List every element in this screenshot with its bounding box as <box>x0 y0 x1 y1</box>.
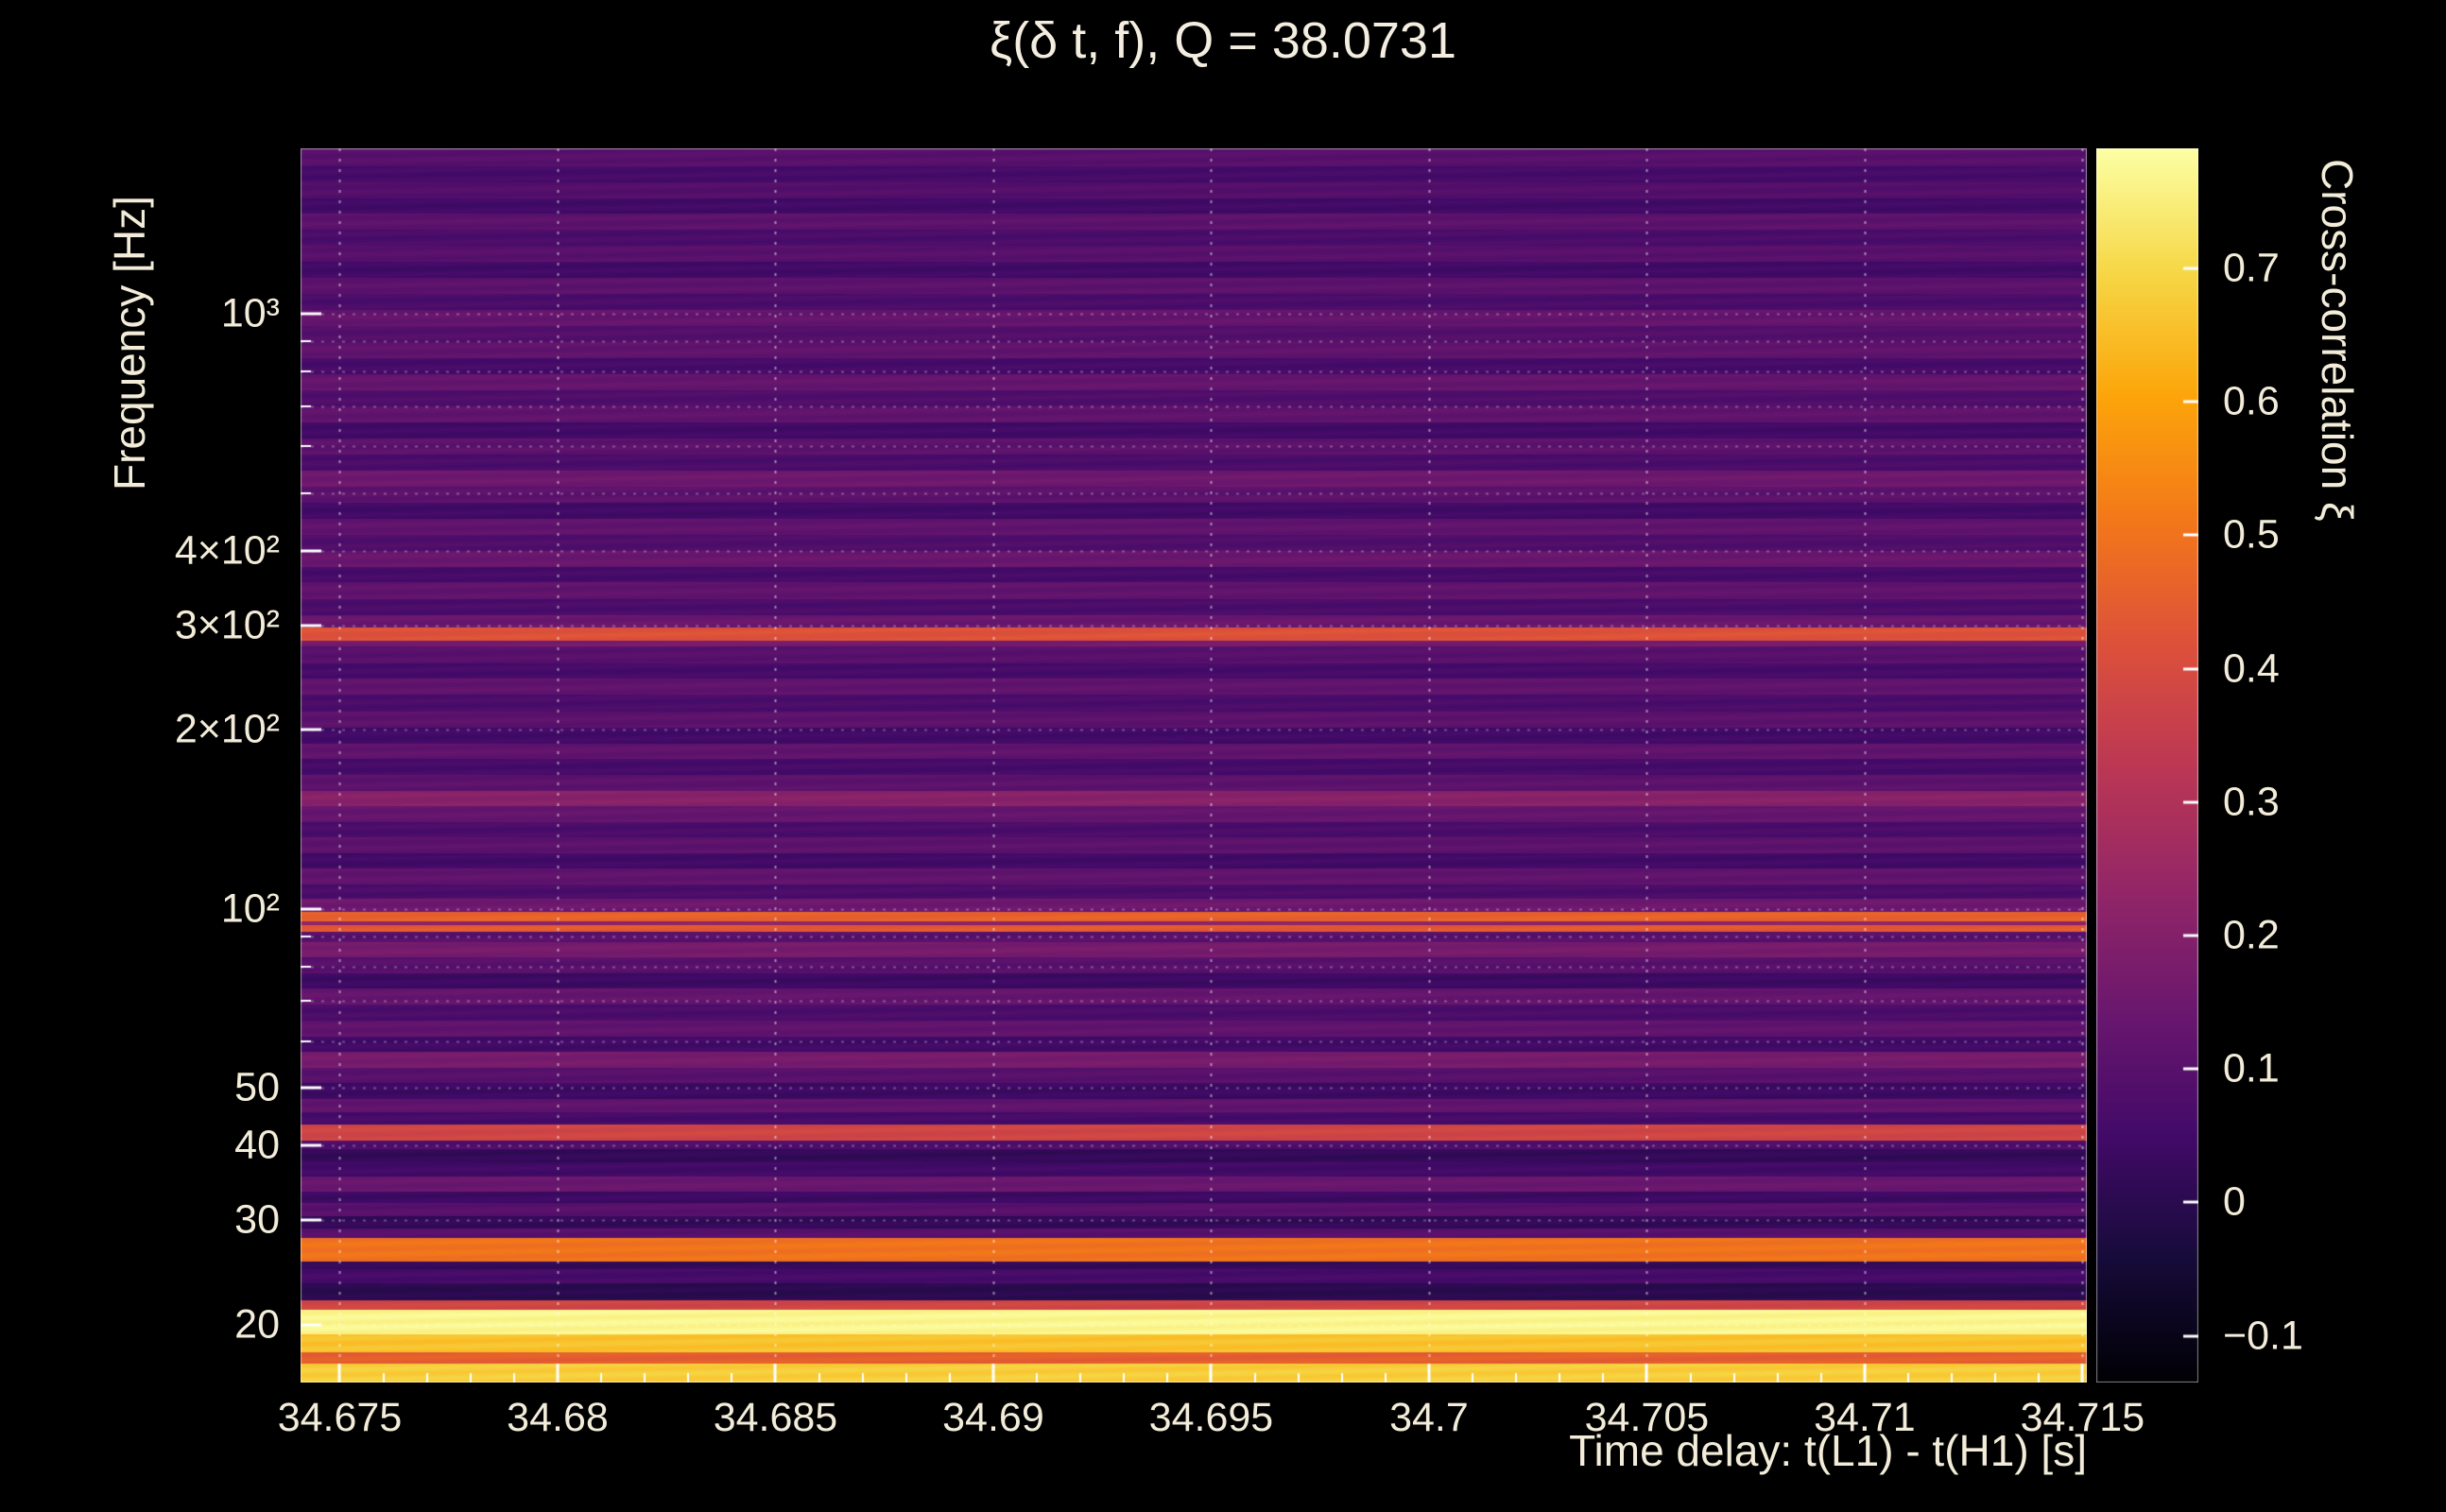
x-tick-label: 34.68 <box>507 1395 609 1440</box>
colorbar-tick-label: 0 <box>2223 1178 2246 1225</box>
colorbar-tick-label: 0.4 <box>2223 645 2280 692</box>
y-tick-label: 20 <box>234 1301 280 1348</box>
colorbar-tick-label: 0.7 <box>2223 245 2280 291</box>
x-tick-label: 34.675 <box>277 1395 403 1440</box>
plot-title: ξ(δ t, f), Q = 38.0731 <box>990 12 1456 69</box>
colorbar-tick-label: 0.2 <box>2223 912 2280 958</box>
x-tick-label: 34.7 <box>1389 1395 1469 1440</box>
colorbar-tick-label: −0.1 <box>2223 1313 2303 1359</box>
colorbar-tick-label: 0.3 <box>2223 779 2280 825</box>
x-tick-label: 34.685 <box>713 1395 838 1440</box>
y-tick-label: 4×10² <box>174 527 280 574</box>
colorbar-title: Cross-correlation ξ <box>2313 159 2362 522</box>
x-tick-label: 34.69 <box>942 1395 1044 1440</box>
y-tick-label: 40 <box>234 1122 280 1168</box>
heatmap-canvas <box>301 148 2087 1383</box>
y-tick-label: 50 <box>234 1064 280 1110</box>
y-tick-label: 2×10² <box>174 706 280 752</box>
x-axis-title: Time delay: t(L1) - t(H1) [s] <box>1569 1426 2087 1475</box>
colorbar-tick-label: 0.5 <box>2223 511 2280 558</box>
y-axis-title: Frequency [Hz] <box>105 196 154 490</box>
y-tick-label: 30 <box>234 1196 280 1243</box>
y-tick-label: 10³ <box>220 290 280 336</box>
y-tick-label: 3×10² <box>174 602 280 648</box>
colorbar-tick-label: 0.6 <box>2223 378 2280 424</box>
colorbar-tick-label: 0.1 <box>2223 1045 2280 1091</box>
y-tick-label: 10² <box>220 885 280 932</box>
colorbar-canvas <box>2096 148 2198 1383</box>
x-tick-label: 34.695 <box>1148 1395 1274 1440</box>
